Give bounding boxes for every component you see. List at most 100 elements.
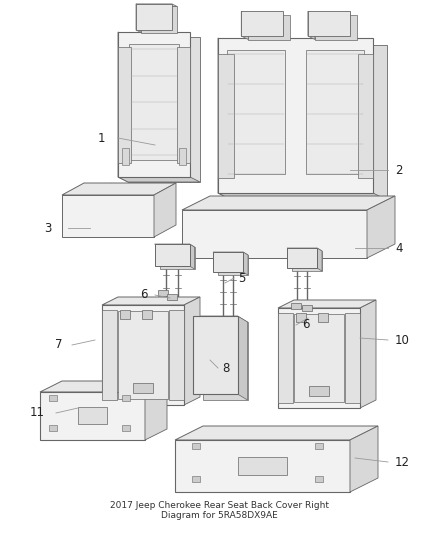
Polygon shape: [287, 248, 322, 251]
Polygon shape: [296, 313, 306, 322]
Polygon shape: [218, 193, 387, 200]
Polygon shape: [155, 244, 194, 247]
Polygon shape: [232, 45, 387, 200]
Polygon shape: [118, 177, 200, 182]
Polygon shape: [136, 4, 177, 6]
Polygon shape: [118, 32, 190, 177]
Text: 2: 2: [395, 164, 403, 176]
Polygon shape: [182, 210, 367, 258]
Polygon shape: [367, 196, 395, 258]
Text: 1: 1: [98, 132, 105, 144]
Polygon shape: [192, 316, 247, 322]
Polygon shape: [291, 303, 301, 309]
Polygon shape: [145, 381, 167, 440]
Polygon shape: [360, 300, 376, 408]
Polygon shape: [278, 308, 360, 408]
Polygon shape: [345, 313, 360, 403]
Text: 7: 7: [54, 338, 62, 351]
Polygon shape: [202, 322, 247, 400]
Polygon shape: [218, 53, 233, 177]
Polygon shape: [241, 11, 283, 36]
Text: 11: 11: [30, 407, 45, 419]
Polygon shape: [308, 11, 315, 39]
Polygon shape: [302, 305, 312, 311]
Polygon shape: [218, 255, 248, 275]
Polygon shape: [118, 46, 131, 163]
Polygon shape: [179, 148, 187, 165]
Polygon shape: [159, 247, 194, 269]
Text: 3: 3: [45, 222, 52, 235]
Polygon shape: [192, 316, 237, 394]
Polygon shape: [278, 313, 293, 403]
Polygon shape: [102, 297, 200, 305]
Polygon shape: [129, 44, 179, 159]
Text: 4: 4: [395, 241, 403, 254]
Text: 10: 10: [395, 334, 410, 346]
Polygon shape: [40, 381, 167, 392]
Text: 2017 Jeep Cherokee Rear Seat Back Cover Right
Diagram for 5RA58DX9AE: 2017 Jeep Cherokee Rear Seat Back Cover …: [110, 500, 328, 520]
Polygon shape: [133, 383, 153, 393]
Polygon shape: [278, 300, 376, 308]
Polygon shape: [243, 252, 248, 275]
Polygon shape: [227, 51, 285, 174]
Polygon shape: [294, 314, 343, 402]
Polygon shape: [175, 426, 378, 440]
Polygon shape: [49, 395, 57, 401]
Polygon shape: [318, 313, 328, 322]
Polygon shape: [122, 425, 130, 431]
Polygon shape: [314, 443, 322, 449]
Polygon shape: [315, 15, 357, 39]
Polygon shape: [78, 407, 107, 424]
Polygon shape: [120, 310, 130, 319]
Polygon shape: [314, 476, 322, 482]
Polygon shape: [40, 392, 145, 440]
Text: 5: 5: [238, 271, 245, 285]
Polygon shape: [154, 183, 176, 237]
Polygon shape: [141, 6, 177, 33]
Polygon shape: [184, 297, 200, 405]
Polygon shape: [128, 37, 200, 182]
Polygon shape: [182, 196, 395, 210]
Polygon shape: [292, 251, 322, 271]
Polygon shape: [218, 38, 373, 193]
Text: 6: 6: [141, 288, 148, 302]
Polygon shape: [192, 443, 200, 449]
Polygon shape: [177, 46, 190, 163]
Polygon shape: [62, 195, 154, 237]
Polygon shape: [350, 426, 378, 492]
Polygon shape: [136, 4, 172, 30]
Polygon shape: [62, 183, 176, 195]
Polygon shape: [218, 38, 232, 200]
Polygon shape: [238, 457, 287, 475]
Polygon shape: [241, 11, 248, 39]
Polygon shape: [102, 305, 184, 405]
Polygon shape: [136, 4, 141, 33]
Text: 6: 6: [302, 319, 310, 332]
Polygon shape: [248, 15, 290, 39]
Polygon shape: [237, 316, 247, 400]
Polygon shape: [118, 311, 168, 399]
Polygon shape: [309, 386, 329, 396]
Polygon shape: [118, 32, 128, 182]
Text: 12: 12: [395, 456, 410, 469]
Polygon shape: [190, 244, 194, 269]
Polygon shape: [213, 252, 248, 255]
Polygon shape: [287, 248, 317, 268]
Polygon shape: [155, 244, 190, 266]
Polygon shape: [357, 53, 373, 177]
Text: 8: 8: [222, 361, 230, 375]
Polygon shape: [122, 148, 129, 165]
Polygon shape: [122, 395, 130, 401]
Polygon shape: [142, 310, 152, 319]
Polygon shape: [102, 310, 117, 400]
Polygon shape: [169, 310, 184, 400]
Polygon shape: [175, 440, 350, 492]
Polygon shape: [213, 252, 243, 272]
Polygon shape: [317, 248, 322, 271]
Polygon shape: [167, 294, 177, 300]
Polygon shape: [308, 11, 350, 36]
Polygon shape: [158, 290, 168, 296]
Polygon shape: [306, 51, 364, 174]
Polygon shape: [49, 425, 57, 431]
Polygon shape: [192, 476, 200, 482]
